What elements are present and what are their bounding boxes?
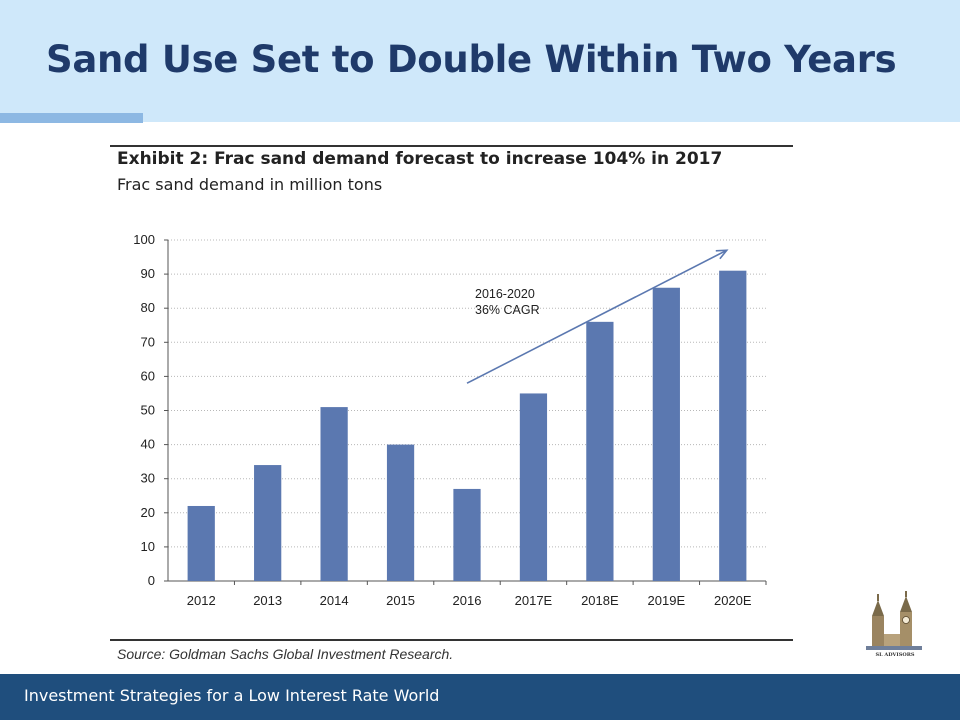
bar: [652, 287, 680, 581]
y-tick-label: 0: [148, 573, 155, 588]
annotation-label: 36% CAGR: [475, 303, 540, 317]
slide-title: Sand Use Set to Double Within Two Years: [46, 38, 897, 81]
bar: [453, 488, 481, 581]
y-tick-label: 40: [141, 437, 155, 452]
x-tick-label: 2016: [453, 593, 482, 608]
cagr-arrow-head: [715, 249, 729, 260]
y-tick-label: 30: [141, 471, 155, 486]
bar: [386, 444, 415, 581]
header-band: [0, 0, 960, 122]
annotation-label: 2016-2020: [475, 287, 535, 301]
y-tick-label: 20: [141, 505, 155, 520]
bar: [586, 321, 614, 581]
source-note: Source: Goldman Sachs Global Investment …: [117, 646, 454, 662]
bar: [254, 465, 282, 581]
bar: [719, 270, 747, 581]
x-tick-label: 2015: [386, 593, 415, 608]
x-tick-label: 2012: [187, 593, 216, 608]
x-tick-label: 2020E: [714, 593, 752, 608]
bar: [320, 407, 348, 581]
y-tick-label: 10: [141, 539, 155, 554]
bar-chart: 0 10 20 30 40 50 60 70 80 90 100 2012 2013 2014 2015 20…: [133, 232, 767, 608]
big-ben-logo-icon: [866, 591, 922, 650]
y-tick-label: 50: [141, 403, 155, 418]
y-tick-label: 100: [133, 232, 155, 247]
y-tick-label: 70: [141, 334, 155, 349]
x-tick-label: 2013: [253, 593, 282, 608]
cagr-arrow-line: [466, 249, 728, 384]
y-tick-label: 80: [141, 300, 155, 315]
y-tick-label: 90: [141, 266, 155, 281]
exhibit-title: Exhibit 2: Frac sand demand forecast to …: [117, 149, 723, 169]
x-tick-label: 2019E: [648, 593, 686, 608]
exhibit-top-rule: [110, 145, 793, 147]
accent-bar: [0, 113, 143, 123]
x-tick-label: 2017E: [515, 593, 553, 608]
x-tick-label: 2014: [320, 593, 349, 608]
bar: [187, 505, 215, 581]
footer-band: [0, 674, 960, 720]
x-tick-label: 2018E: [581, 593, 619, 608]
exhibit-subtitle: Frac sand demand in million tons: [117, 175, 383, 194]
logo-text: SL ADVISORS: [875, 652, 915, 658]
exhibit-bottom-rule: [110, 639, 793, 641]
bar: [519, 393, 548, 581]
footer-text: Investment Strategies for a Low Interest…: [24, 686, 440, 705]
y-tick-label: 60: [141, 368, 155, 383]
